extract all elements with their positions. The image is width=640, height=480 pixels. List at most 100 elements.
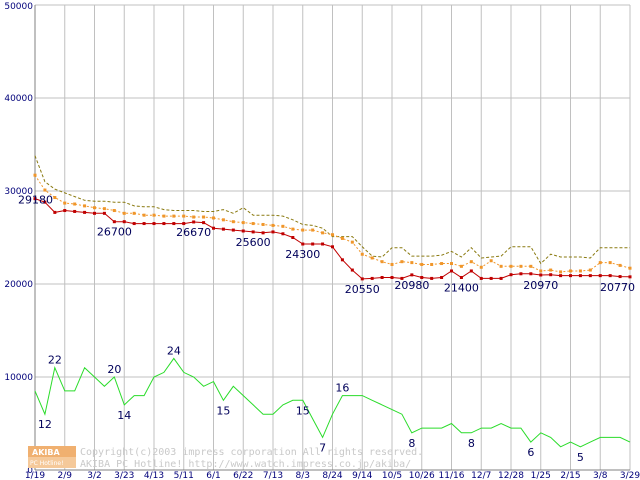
marker-average [311,228,315,232]
marker-average [350,240,354,244]
x-tick-label: 3/23 [114,471,134,480]
y-tick-label: 50000 [4,2,33,12]
marker-min [489,276,493,280]
marker-min [450,269,453,273]
marker-min [73,209,77,213]
count-data-label: 12 [38,418,52,431]
marker-average [231,220,235,224]
marker-average [370,256,374,260]
x-tick-label: 3/8 [593,471,608,480]
count-data-label: 20 [107,363,121,376]
axes: 0 10000 20000 30000 40000 50000 1/19 2/9 3/2 3/23… [4,2,640,480]
x-tick-label: 10/5 [382,471,402,480]
marker-min [519,272,523,276]
marker-average [410,261,414,265]
marker-average [271,223,275,227]
url-line: AKIBA PC Hotline! http://www.watch.impre… [80,459,411,470]
marker-min [578,274,582,278]
x-tick-label: 10/26 [409,471,435,480]
marker-min [400,276,404,280]
akiba-logo-bottom [28,457,76,468]
count-data-label: 14 [117,409,131,422]
marker-min [202,221,206,225]
marker-min [569,274,572,278]
price-data-label: 20970 [523,279,558,292]
price-data-label: 20980 [394,279,429,292]
akiba-logo-text: AKIBA [32,448,60,457]
x-tick-label: 5/11 [174,471,194,480]
price-data-label: 26700 [97,226,132,239]
marker-average [380,260,384,264]
marker-min [331,245,334,249]
marker-average [519,264,523,268]
marker-min [162,222,166,226]
x-tick-label: 12/7 [471,471,491,480]
marker-min [251,230,255,234]
price-data-label: 25600 [236,236,271,249]
marker-min [618,275,622,279]
marker-min [132,222,136,226]
marker-average [132,211,136,215]
count-data-label: 22 [48,354,62,367]
marker-average [459,264,463,268]
marker-min [192,220,196,224]
marker-average [608,261,612,265]
marker-min [549,273,553,277]
y-tick-label: 40000 [4,94,33,104]
marker-min [231,228,235,232]
marker-min [172,222,176,226]
x-tick-label: 6/1 [206,471,220,480]
y-tick-label: 10000 [4,373,33,383]
x-tick-label: 4/13 [144,471,164,480]
marker-min [499,276,503,280]
marker-min [588,274,592,278]
price-data-label: 24300 [285,248,320,261]
price-data-label: 20550 [345,283,380,296]
marker-min [370,276,374,280]
marker-min [420,275,424,279]
y-tick-label: 20000 [4,280,33,290]
marker-average [539,269,543,273]
count-data-label: 16 [335,382,349,395]
marker-min [112,220,116,224]
x-tick-label: 1/19 [25,471,45,480]
marker-min [271,230,275,234]
marker-min [301,242,305,246]
x-tick-label: 12/28 [498,471,524,480]
marker-average [102,207,106,211]
marker-average [340,236,344,240]
marker-average [251,222,255,226]
marker-min [340,258,344,262]
watermark: AKIBA PC Hotline! Copyright(c)2003 impre… [28,446,423,470]
marker-average [112,209,116,213]
marker-average [390,262,394,266]
marker-average [241,221,245,225]
copyright-line: Copyright(c)2003 impress corporation All… [80,447,423,458]
x-tick-label: 8/3 [296,471,310,480]
marker-average [53,196,57,200]
marker-min [529,272,533,276]
marker-min [559,274,563,278]
marker-min [221,227,225,231]
x-tick-label: 7/13 [263,471,283,480]
marker-average [73,202,77,206]
marker-min [390,275,394,279]
marker-min [291,236,295,239]
x-tick-label: 3/29 [620,471,640,480]
count-data-label: 15 [216,404,230,417]
marker-min [261,231,265,235]
marker-average [63,201,67,205]
marker-average [33,173,37,177]
marker-average [212,216,215,220]
marker-min [469,269,473,273]
marker-average [529,264,533,268]
y-tick-label: 0 [27,466,33,476]
marker-average [83,204,87,208]
marker-average [301,228,305,232]
marker-min [102,211,106,215]
marker-average [549,268,553,272]
marker-min [142,222,146,226]
x-tick-label: 1/25 [531,471,551,480]
marker-min [380,275,384,279]
